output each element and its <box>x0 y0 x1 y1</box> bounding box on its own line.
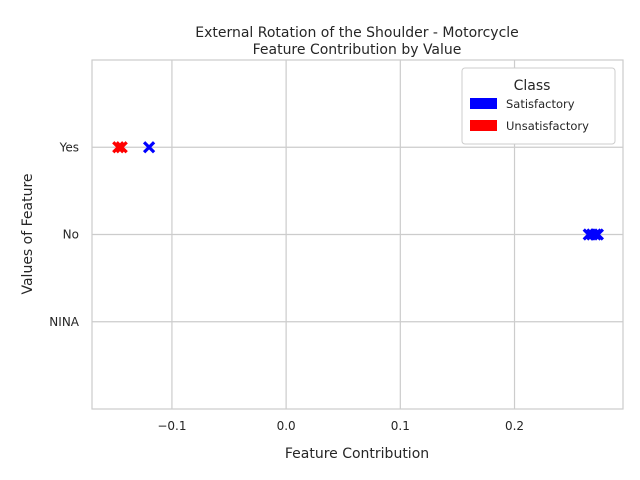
legend-swatch-satisfactory <box>470 98 497 109</box>
x-tick-label: −0.1 <box>157 419 186 433</box>
data-point-unsatisfactory <box>112 141 125 154</box>
legend-label-satisfactory: Satisfactory <box>506 97 575 111</box>
y-axis-label: Values of Feature <box>20 173 36 294</box>
data-points <box>112 141 605 241</box>
x-tick-label: 0.0 <box>277 419 296 433</box>
y-tick-labels: NINA No Yes <box>49 140 79 329</box>
y-tick-label: No <box>63 228 79 242</box>
y-tick-label: NINA <box>49 315 79 329</box>
data-point-satisfactory <box>589 228 602 241</box>
legend-box <box>461 67 616 145</box>
x-tick-label: 0.1 <box>391 419 410 433</box>
x-tick-label: 0.2 <box>505 419 524 433</box>
legend-label-unsatisfactory: Unsatisfactory <box>506 119 589 133</box>
data-point-satisfactory <box>142 141 156 154</box>
chart-title-line-2: Feature Contribution by Value <box>253 42 462 58</box>
data-point-unsatisfactory <box>115 141 128 154</box>
legend-title: Class <box>514 78 551 94</box>
data-point-satisfactory <box>591 228 605 241</box>
legend-swatch-unsatisfactory <box>470 120 497 131</box>
x-axis-label: Feature Contribution <box>285 446 429 462</box>
legend: Class Satisfactory Unsatisfactory <box>461 67 616 145</box>
plot-frame <box>91 59 624 410</box>
x-tick-labels: −0.1 0.0 0.1 0.2 <box>157 419 524 433</box>
y-tick-label: Yes <box>59 140 79 154</box>
chart-title-line-1: External Rotation of the Shoulder - Moto… <box>195 25 519 41</box>
